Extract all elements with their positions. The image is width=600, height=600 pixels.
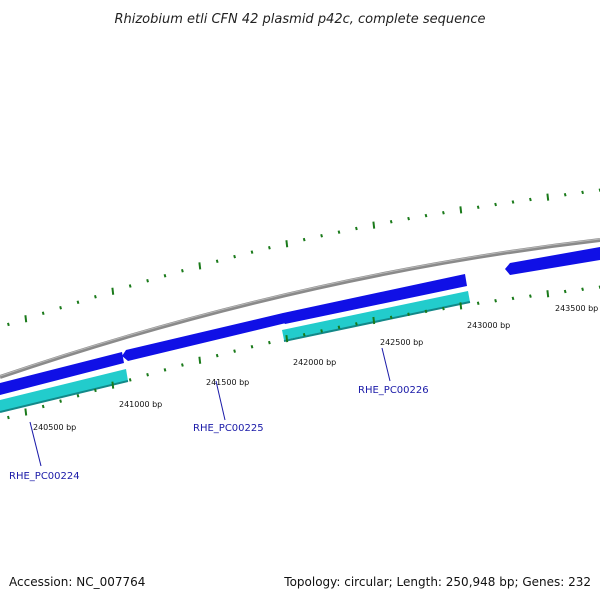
sequence-backbone [0,238,600,379]
outer-ruler-tick [302,237,306,242]
inner-ruler-tick [181,363,184,367]
outer-ruler-tick [41,311,45,315]
inner-ruler-tick [494,299,497,303]
outer-ruler-tick [233,254,236,259]
outer-ruler-tick [476,205,480,209]
inner-ruler-tick [233,349,236,353]
outer-ruler-tick [494,202,497,207]
outer-ruler-tick [7,322,10,327]
outer-ruler-tick [146,279,149,283]
inner-ruler-tick [424,309,428,314]
outer-ruler-tick [181,269,184,273]
inner-ruler-tick [389,315,393,320]
inner-ruler-tick [563,289,567,294]
outer-ruler-tick [563,192,567,197]
inner-ruler-tick [442,306,445,311]
outer-ruler-tick [442,210,445,215]
bp-label-241500: 241500 bp [206,378,249,387]
bp-label-242500: 242500 bp [380,338,423,347]
inner-ruler-tick [337,325,341,330]
inner-ruler-tick [111,381,115,389]
inner-ruler-tick [302,332,306,337]
outer-ruler-tick [59,305,62,310]
inner-ruler-tick [355,322,358,326]
leader-line-rhe-pc00226 [381,347,391,382]
inner-ruler-tick [511,296,515,301]
gene-label-rhe-pc00226[interactable]: RHE_PC00226 [358,385,429,396]
gene-feature-rhe-pc00226-reverse-edge [283,301,471,342]
inner-ruler-tick [198,356,202,364]
gene-feature-rhe-pc00225[interactable] [122,313,286,361]
outer-ruler-tick [24,315,28,323]
inner-ruler-tick [7,415,10,420]
bp-label-243000: 243000 bp [467,321,510,330]
topology-summary: Topology: circular; Length: 250,948 bp; … [283,575,591,589]
inner-ruler-tick [94,388,97,393]
bp-label-242000: 242000 bp [293,358,336,367]
inner-ruler-tick [146,373,149,377]
inner-ruler-tick [59,399,62,403]
outer-ruler-tick [320,234,323,238]
outer-ruler-tick [198,262,202,270]
sequence-backbone-highlight [0,238,600,377]
outer-ruler-tick [215,259,219,263]
inner-ruler-tick [459,302,463,310]
inner-ruler-tick [41,404,45,409]
gene-feature-rhe-pc00226[interactable] [280,274,467,324]
inner-ruler-tick [285,334,289,343]
outer-ruler-tick [459,206,463,214]
outer-ruler-tick [268,246,271,250]
outer-ruler-tick [94,294,97,299]
gene-feature-rhe-pc00227[interactable] [505,247,600,275]
gene-feature-rhe-pc00224-reverse-edge [0,380,129,413]
outer-tick-track [7,188,600,327]
leader-line-rhe-pc00224 [29,421,42,467]
inner-tick-track [7,285,600,420]
outer-ruler-tick [372,221,376,229]
outer-ruler-tick [511,200,515,204]
outer-ruler-tick [163,274,167,278]
leader-line-rhe-pc00225 [215,380,226,421]
bp-label-243500: 243500 bp [555,304,598,313]
outer-ruler-tick [111,287,115,295]
bp-label-240500: 240500 bp [33,423,76,432]
outer-ruler-tick [355,226,358,231]
gene-feature-rhe-pc00224[interactable] [0,352,124,395]
inner-ruler-tick [529,294,532,298]
outer-ruler-tick [529,197,532,202]
bp-label-241000: 241000 bp [119,400,162,409]
gene-feature-rhe-pc00224-reverse[interactable] [0,369,128,412]
map-title: Rhizobium etli CFN 42 plasmid p42c, comp… [114,12,485,27]
inner-ruler-tick [581,287,584,292]
inner-ruler-tick [128,378,132,382]
outer-ruler-tick [407,216,410,221]
outer-ruler-tick [424,213,428,218]
inner-ruler-tick [163,368,167,372]
outer-ruler-tick [285,240,289,248]
inner-ruler-tick [76,393,80,398]
outer-ruler-tick [250,250,254,254]
outer-ruler-tick [581,190,584,195]
gene-label-rhe-pc00224[interactable]: RHE_PC00224 [9,471,80,482]
outer-ruler-tick [128,284,132,288]
outer-ruler-tick [76,300,80,304]
inner-ruler-tick [24,408,28,416]
inner-ruler-tick [320,329,323,333]
outer-ruler-tick [337,230,341,234]
inner-ruler-tick [250,345,254,349]
inner-ruler-tick [407,312,410,317]
inner-ruler-tick [215,353,219,358]
inner-ruler-tick [268,340,271,345]
gene-label-rhe-pc00225[interactable]: RHE_PC00225 [193,423,264,434]
outer-ruler-tick [389,220,393,224]
outer-ruler-tick [546,193,550,201]
inner-ruler-tick [372,316,376,325]
inner-ruler-tick [476,301,480,306]
accession-text: Accession: NC_007764 [9,575,145,589]
inner-ruler-tick [546,290,550,298]
gene-feature-rhe-pc00226-reverse[interactable] [282,291,470,340]
